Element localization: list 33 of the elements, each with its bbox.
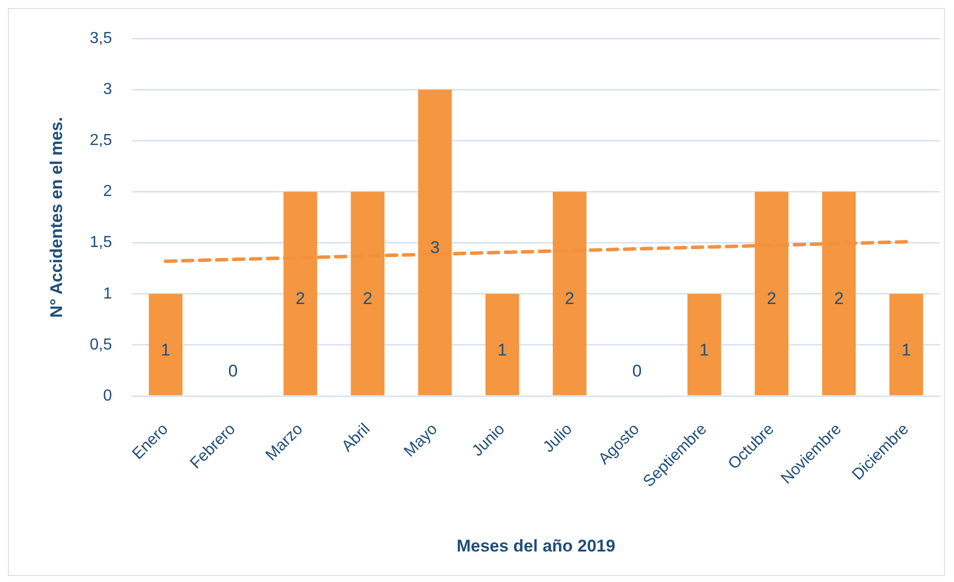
- data-label: 0: [632, 362, 642, 381]
- y-tick-label: 2,5: [90, 132, 112, 150]
- data-label: 1: [498, 340, 508, 360]
- x-axis-title: Meses del año 2019: [456, 536, 616, 556]
- y-tick-label: 2: [103, 183, 112, 200]
- bar: [418, 90, 452, 396]
- y-tick-label: 1: [103, 285, 112, 302]
- y-tick-label: 3,5: [90, 30, 112, 48]
- data-label: 2: [296, 289, 306, 308]
- x-tick-label: Julio: [540, 420, 576, 456]
- bar: [687, 294, 722, 396]
- data-label: 2: [564, 289, 574, 308]
- data-label: 2: [834, 289, 844, 308]
- bar: [754, 192, 788, 396]
- data-label: 1: [160, 340, 170, 360]
- data-label: 1: [902, 340, 911, 360]
- data-label: 1: [700, 340, 710, 360]
- data-label: 3: [430, 238, 440, 258]
- bar: [283, 192, 318, 396]
- y-tick-label: 1,5: [90, 234, 112, 252]
- bar: [552, 192, 586, 396]
- data-label: 2: [362, 289, 372, 308]
- y-tick-label: 0: [103, 387, 112, 404]
- data-label: 2: [766, 289, 776, 308]
- bar: [889, 294, 924, 396]
- bar: [822, 192, 856, 396]
- bar: [350, 192, 384, 396]
- data-label: 0: [228, 362, 238, 381]
- y-tick-label: 3: [103, 81, 112, 98]
- bar: [148, 294, 182, 396]
- y-axis-title: N° Accidentes en el mes.: [46, 116, 66, 318]
- y-tick-label: 0,5: [90, 336, 112, 354]
- bar: [485, 294, 520, 396]
